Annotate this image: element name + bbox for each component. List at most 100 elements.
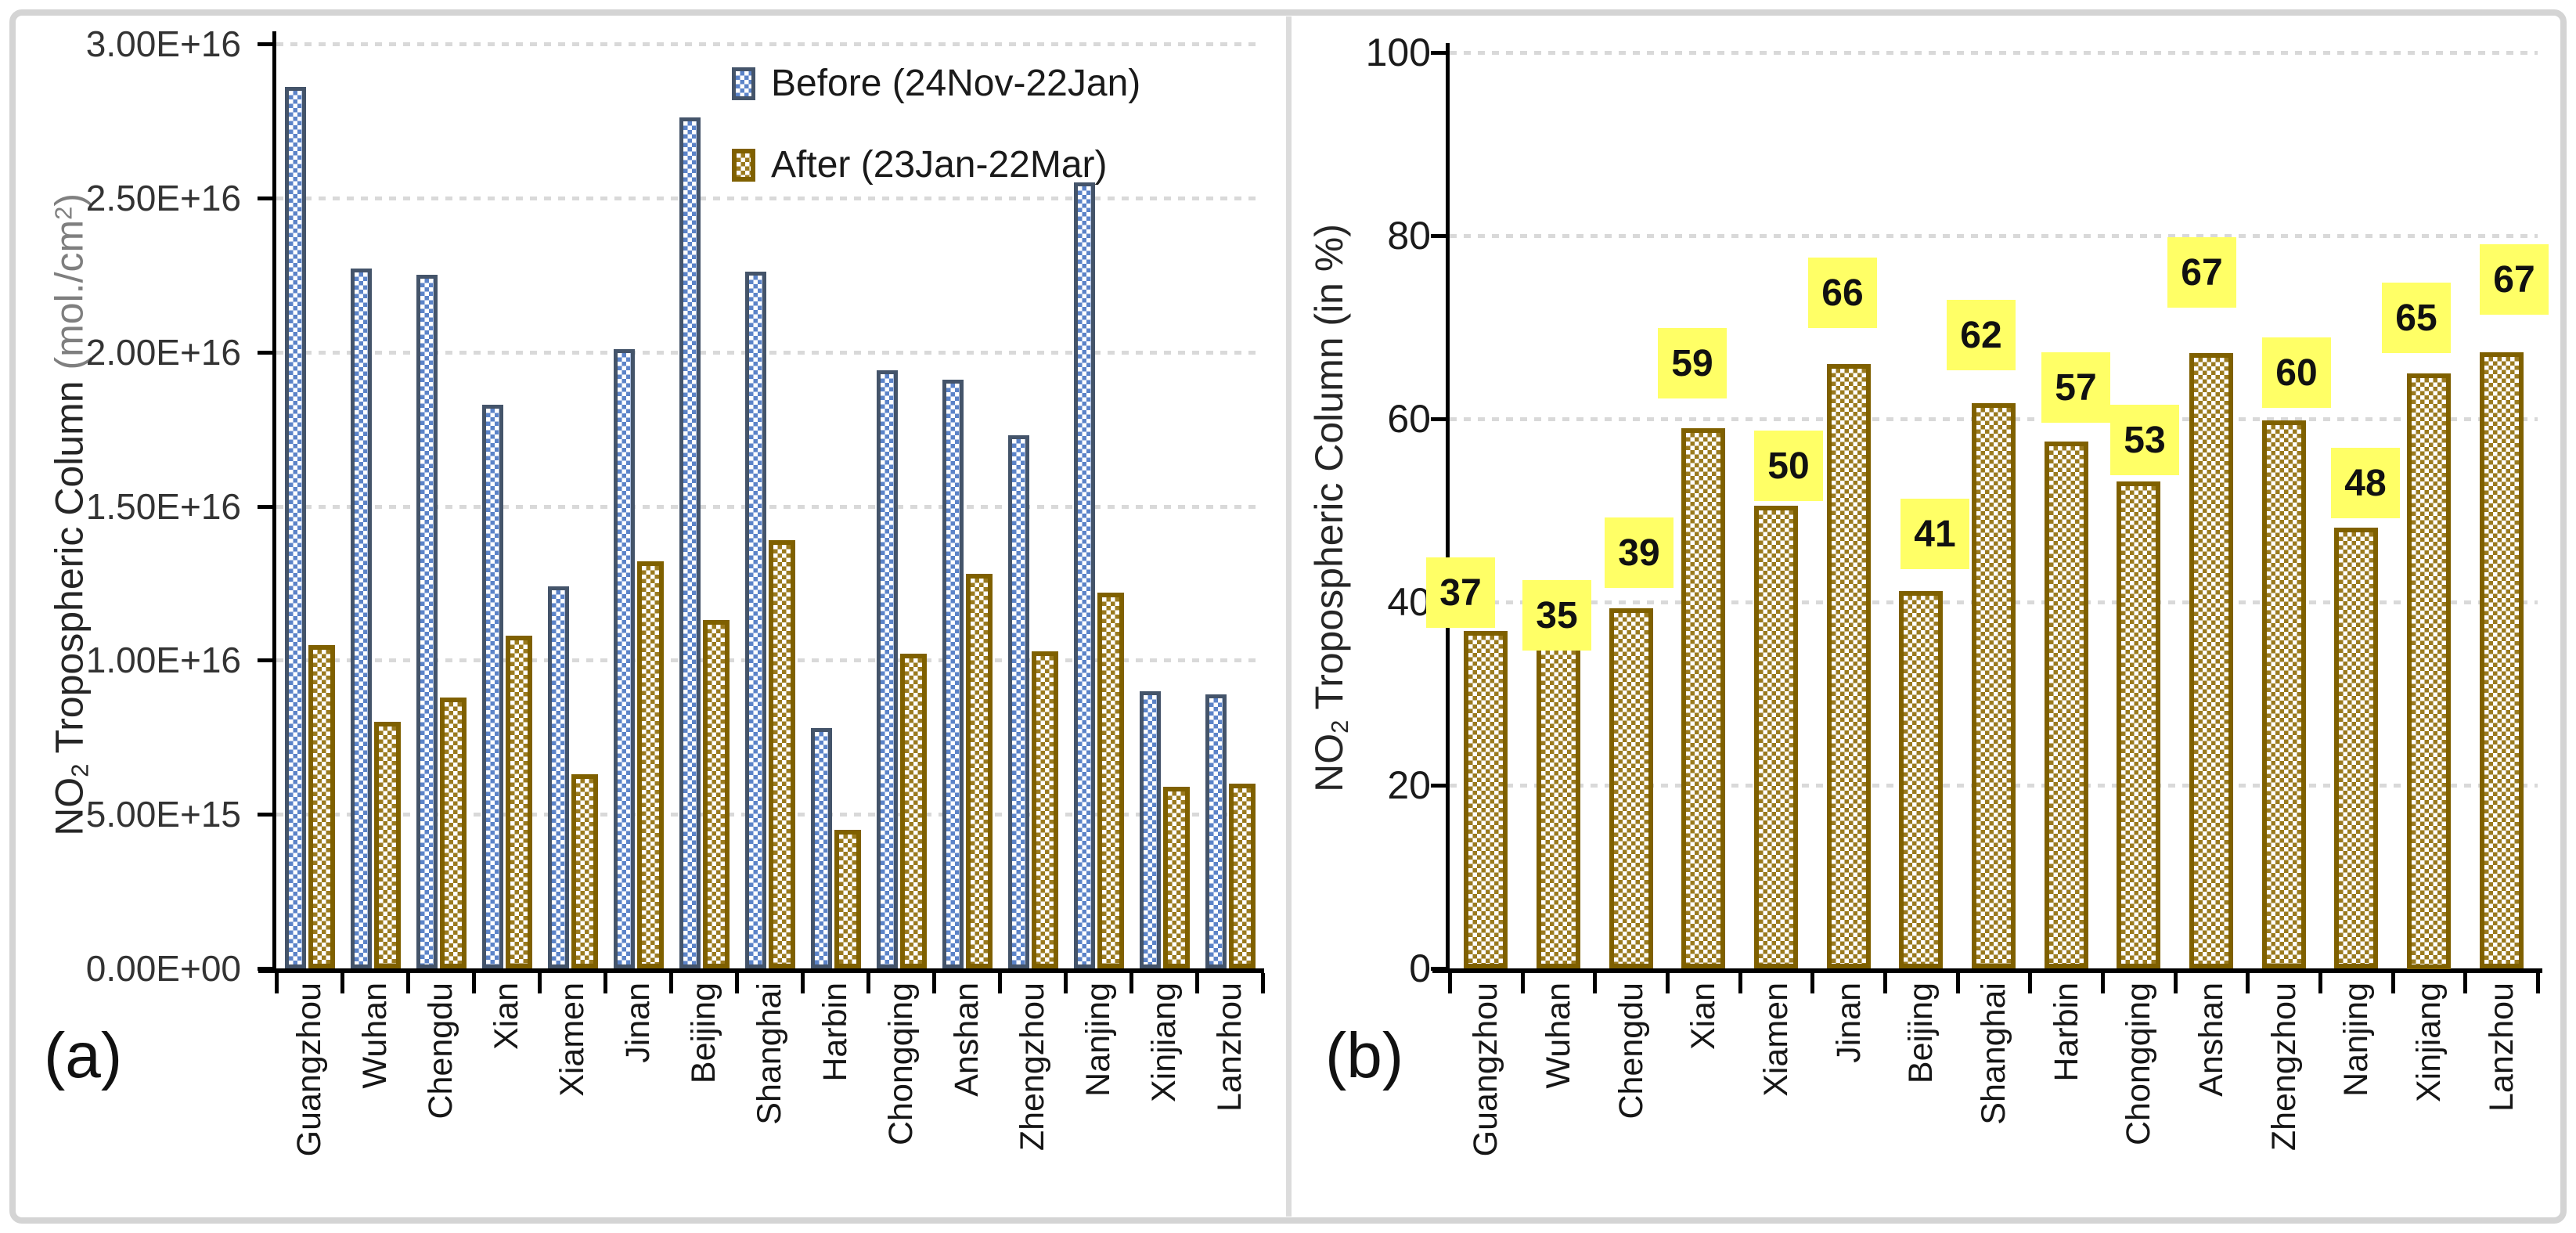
- data-label-jinan: 66: [1808, 258, 1877, 328]
- bar-after-beijing: [703, 620, 730, 968]
- panel-b-x-tick-mark: [1810, 973, 1814, 993]
- x-label-chengdu: Chengdu: [1612, 982, 1650, 1119]
- panel-a-y-tick-mark: [258, 196, 272, 200]
- x-label-lanzhou: Lanzhou: [1211, 982, 1248, 1112]
- x-label-jinan: Jinan: [619, 982, 657, 1063]
- bar-percent-xian: [1681, 428, 1725, 968]
- bar-after-shanghai: [769, 540, 795, 968]
- x-label-wuhan: Wuhan: [1540, 982, 1577, 1089]
- bar-after-nanjing: [1097, 593, 1124, 968]
- panel-b-y-tick-label: 80: [1387, 214, 1431, 258]
- x-label-xinjiang: Xinjiang: [2410, 982, 2448, 1102]
- x-label-xinjiang: Xinjiang: [1145, 982, 1183, 1102]
- panel-a-gridline: [276, 505, 1263, 509]
- legend-label-before: Before (24Nov-22Jan): [771, 63, 1141, 104]
- panel-a-x-tick-mark: [1261, 973, 1265, 993]
- panel-divider: [1286, 16, 1292, 1217]
- bar-percent-shanghai: [1972, 403, 2016, 968]
- bar-percent-wuhan: [1537, 646, 1580, 968]
- panel-b-x-tick-mark: [1521, 973, 1525, 993]
- bar-before-shanghai: [745, 272, 766, 968]
- x-label-jinan: Jinan: [1830, 982, 1868, 1063]
- panel-a-x-tick-mark: [932, 973, 936, 993]
- panel-b-x-tick-mark: [1593, 973, 1597, 993]
- x-label-xian: Xian: [488, 982, 525, 1051]
- bar-after-chengdu: [440, 698, 467, 968]
- panel-a-y-tick-label: 5.00E+15: [85, 794, 241, 835]
- panel-b-x-tick-mark: [1448, 973, 1452, 993]
- panel-b-y-axis-line: [1446, 43, 1450, 973]
- bar-before-lanzhou: [1205, 694, 1227, 968]
- x-label-wuhan: Wuhan: [356, 982, 394, 1089]
- panel-b-x-tick-mark: [2391, 973, 2395, 993]
- data-label-anshan: 67: [2167, 237, 2236, 308]
- panel-a-x-tick-mark: [735, 973, 739, 993]
- data-label-wuhan: 35: [1522, 580, 1591, 651]
- bar-after-chongqing: [900, 654, 927, 968]
- legend-swatch-before: [732, 67, 755, 100]
- x-label-anshan: Anshan: [948, 982, 985, 1097]
- x-label-lanzhou: Lanzhou: [2483, 982, 2520, 1112]
- x-label-anshan: Anshan: [2192, 982, 2230, 1097]
- panel-a-x-tick-mark: [603, 973, 607, 993]
- panel-a-y-tick-mark: [258, 967, 272, 971]
- bar-percent-chengdu: [1609, 608, 1653, 968]
- data-label-beijing: 41: [1900, 499, 1969, 569]
- panel-b-x-tick-mark: [1883, 973, 1887, 993]
- panel-a-x-tick-mark: [866, 973, 870, 993]
- bar-before-nanjing: [1074, 182, 1095, 968]
- panel-a-gridline: [276, 42, 1263, 46]
- data-label-xinjiang: 65: [2382, 283, 2451, 353]
- legend-swatch-after: [732, 149, 755, 182]
- bar-percent-guangzhou: [1464, 631, 1508, 968]
- panel-a-y-tick-mark: [258, 505, 272, 509]
- panel-b-y-tick-mark: [1431, 967, 1446, 971]
- x-label-shanghai: Shanghai: [1975, 982, 2012, 1125]
- x-label-nanjing: Nanjing: [2337, 982, 2375, 1097]
- panel-b-y-tick-mark: [1431, 51, 1446, 55]
- panel-b-x-tick-mark: [2174, 973, 2178, 993]
- x-label-xiamen: Xiamen: [553, 982, 591, 1097]
- x-label-zhengzhou: Zhengzhou: [2265, 982, 2303, 1152]
- panel-b-x-tick-mark: [1666, 973, 1670, 993]
- panel-b-y-tick-mark: [1431, 417, 1446, 421]
- x-label-chongqing: Chongqing: [2120, 982, 2157, 1146]
- bar-after-guangzhou: [308, 645, 335, 968]
- bar-percent-lanzhou: [2480, 352, 2524, 968]
- panel-a-y-tick-mark: [258, 351, 272, 355]
- bar-before-chongqing: [877, 370, 898, 968]
- panel-b-x-tick-mark: [1738, 973, 1742, 993]
- bar-after-zhengzhou: [1032, 651, 1058, 968]
- x-label-xian: Xian: [1684, 982, 1722, 1051]
- bar-before-xiamen: [548, 586, 569, 968]
- panel-a-y-tick-label: 3.00E+16: [85, 23, 241, 64]
- panel-b-x-tick-mark: [1956, 973, 1960, 993]
- bar-percent-anshan: [2189, 353, 2233, 968]
- legend-label-after: After (23Jan-22Mar): [771, 144, 1108, 186]
- panel-a-x-tick-mark: [1064, 973, 1068, 993]
- bar-before-guangzhou: [285, 87, 306, 968]
- bar-before-beijing: [679, 117, 701, 968]
- panel-b-label: (b): [1325, 1020, 1404, 1091]
- panel-a-y-tick-mark: [258, 813, 272, 817]
- x-label-guangzhou: Guangzhou: [1467, 982, 1504, 1157]
- data-label-xian: 59: [1658, 328, 1727, 398]
- bar-after-wuhan: [374, 722, 401, 968]
- bar-after-xinjiang: [1163, 787, 1190, 968]
- panel-a-x-tick-mark: [669, 973, 673, 993]
- bar-after-jinan: [637, 561, 664, 968]
- data-label-chengdu: 39: [1605, 517, 1673, 588]
- x-label-zhengzhou: Zhengzhou: [1014, 982, 1051, 1152]
- panel-b-x-tick-mark: [2536, 973, 2540, 993]
- bar-before-xian: [482, 405, 503, 968]
- x-label-nanjing: Nanjing: [1079, 982, 1117, 1097]
- panel-a-x-tick-mark: [275, 973, 279, 993]
- x-label-chongqing: Chongqing: [882, 982, 920, 1146]
- panel-b-y-tick-mark: [1431, 234, 1446, 238]
- panel-a-y-tick-label: 2.50E+16: [85, 178, 241, 218]
- bar-after-harbin: [834, 830, 861, 968]
- bar-after-lanzhou: [1229, 784, 1256, 968]
- panel-a-y-tick-mark: [258, 658, 272, 662]
- panel-a-y-axis-line: [272, 31, 276, 973]
